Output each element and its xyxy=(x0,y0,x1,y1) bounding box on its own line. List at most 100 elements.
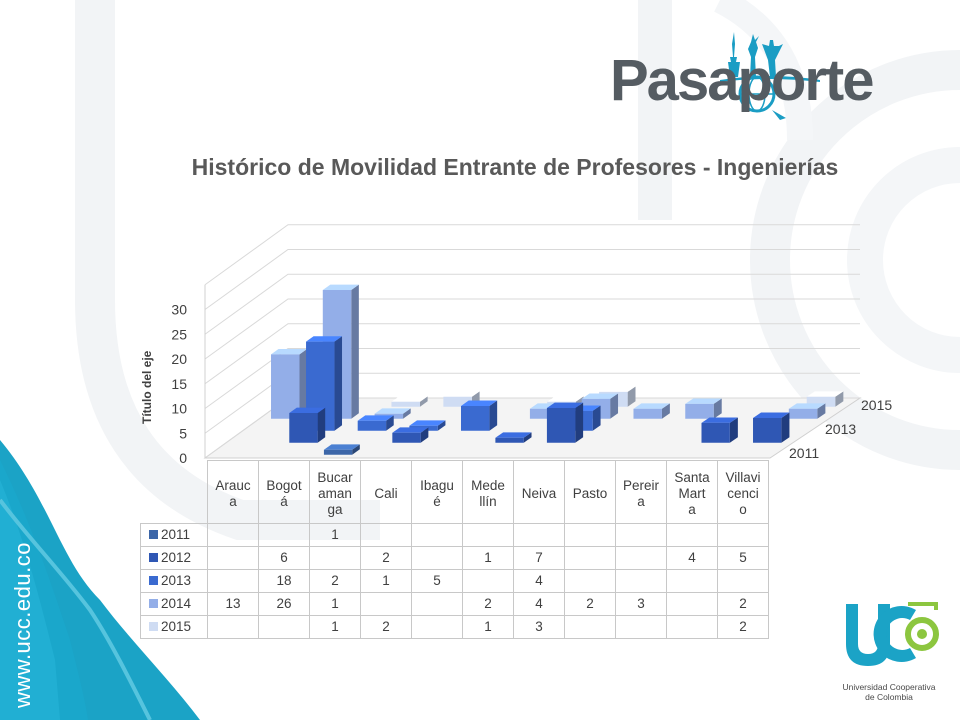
table-cell xyxy=(207,569,259,593)
y-tick-label: 25 xyxy=(171,326,187,342)
table-cell: 5 xyxy=(411,569,463,593)
table-cell xyxy=(615,569,667,593)
bar-front xyxy=(392,432,421,443)
legend-entry: 2011 xyxy=(140,523,208,547)
bar-front xyxy=(271,354,300,419)
table-corner xyxy=(140,460,208,524)
ucc-logo xyxy=(846,602,939,666)
gridline xyxy=(204,273,860,335)
bar-top xyxy=(322,284,359,290)
bar-top xyxy=(374,408,411,414)
category-label: Bogot á xyxy=(258,460,310,524)
table-row: 2011 1 xyxy=(140,523,769,547)
bar-side xyxy=(627,386,636,407)
table-cell: 1 xyxy=(462,615,514,639)
table-row: 2014 13 26 1 2 4 2 3 2 xyxy=(140,592,769,616)
bar-side xyxy=(835,391,844,407)
table-cell xyxy=(564,546,616,570)
bar-front xyxy=(753,417,782,443)
bar-side xyxy=(420,396,428,407)
bar-2014-7 xyxy=(633,403,670,419)
bar-top xyxy=(495,432,532,438)
category-label: Santa Mart a xyxy=(666,460,718,524)
bar-side xyxy=(437,420,446,431)
legend-swatch xyxy=(149,530,158,539)
bar-front xyxy=(460,405,490,431)
bar-top xyxy=(581,393,619,399)
table-cell: 1 xyxy=(309,615,361,639)
table-cell xyxy=(717,569,769,593)
table-cell: 2 xyxy=(717,615,769,639)
depth-axis-label: 2013 xyxy=(825,421,856,437)
table-cell: 1 xyxy=(309,523,361,547)
bar-side xyxy=(575,402,584,443)
bar-side xyxy=(713,398,722,419)
table-cell xyxy=(564,615,616,639)
category-label: Arauc a xyxy=(207,460,259,524)
bar-top xyxy=(633,403,670,409)
chart-data-table: Arauc a Bogot á Bucar aman ga Cali Ibagu é Mede llí… xyxy=(140,460,769,639)
bar-top xyxy=(701,417,738,423)
bar-front xyxy=(495,437,524,443)
table-cell xyxy=(258,615,310,639)
bar-side xyxy=(489,400,498,431)
bar-top xyxy=(443,391,480,397)
bar-side xyxy=(334,336,343,431)
y-tick-label: 15 xyxy=(171,376,187,392)
bar-2013-2 xyxy=(357,415,394,431)
table-cell xyxy=(615,523,667,547)
table-cell xyxy=(666,592,718,616)
institution-name-line1: Universidad Cooperativa xyxy=(842,682,936,692)
bar-2013-4 xyxy=(460,400,498,431)
bar-2014-10 xyxy=(788,403,826,419)
table-cell: 1 xyxy=(462,546,514,570)
y-axis-title: Título del eje xyxy=(140,350,154,424)
table-cell xyxy=(309,546,361,570)
depth-axis-label: 2011 xyxy=(789,445,819,461)
bar-2014-0 xyxy=(271,348,308,419)
bar-front xyxy=(788,408,818,419)
table-cell xyxy=(462,523,514,547)
bar-front xyxy=(546,408,576,443)
table-cell: 26 xyxy=(258,592,310,616)
bar-top xyxy=(392,427,429,433)
table-header-row: Arauc a Bogot á Bucar aman ga Cali Ibagu é Mede llí… xyxy=(140,460,769,524)
bar-front xyxy=(357,420,387,431)
bar-top xyxy=(323,444,360,450)
category-label: Cali xyxy=(360,460,412,524)
table-row: 2013 18 2 1 5 4 xyxy=(140,569,769,593)
y-axis-ticks: 0 5 10 15 20 25 30 xyxy=(171,302,187,467)
bar-2012-5 xyxy=(495,432,532,443)
bar-front xyxy=(685,403,714,419)
bar-side xyxy=(592,405,601,431)
legend-entry: 2013 xyxy=(140,569,208,593)
table-row: 2012 6 2 1 7 4 5 xyxy=(140,546,769,570)
institution-name-line2: de Colombia xyxy=(865,692,913,702)
table-cell: 2 xyxy=(564,592,616,616)
bar-front xyxy=(323,449,353,455)
table-cell: 2 xyxy=(360,615,412,639)
table-cell xyxy=(615,546,667,570)
bar-side xyxy=(317,407,326,443)
table-cell xyxy=(717,523,769,547)
bar-top xyxy=(685,398,722,404)
table-cell: 2 xyxy=(462,592,514,616)
bar-side xyxy=(386,415,394,431)
table-cell: 1 xyxy=(360,569,412,593)
bar-side xyxy=(817,403,826,419)
bar-side xyxy=(523,432,532,443)
institution-name: Universidad Cooperativa de Colombia xyxy=(830,682,948,702)
chart-title: Histórico de Movilidad Entrante de Profe… xyxy=(191,154,839,180)
gridline xyxy=(204,249,860,310)
bar-front xyxy=(289,413,318,443)
table-cell xyxy=(360,592,412,616)
table-cell: 4 xyxy=(513,592,565,616)
bar-top xyxy=(460,400,498,406)
legend-swatch xyxy=(149,599,158,608)
category-label: Bucar aman ga xyxy=(309,460,361,524)
table-cell: 7 xyxy=(513,546,565,570)
category-label: Pereir a xyxy=(615,460,667,524)
bar-side xyxy=(299,348,308,419)
bar-top xyxy=(357,415,394,421)
